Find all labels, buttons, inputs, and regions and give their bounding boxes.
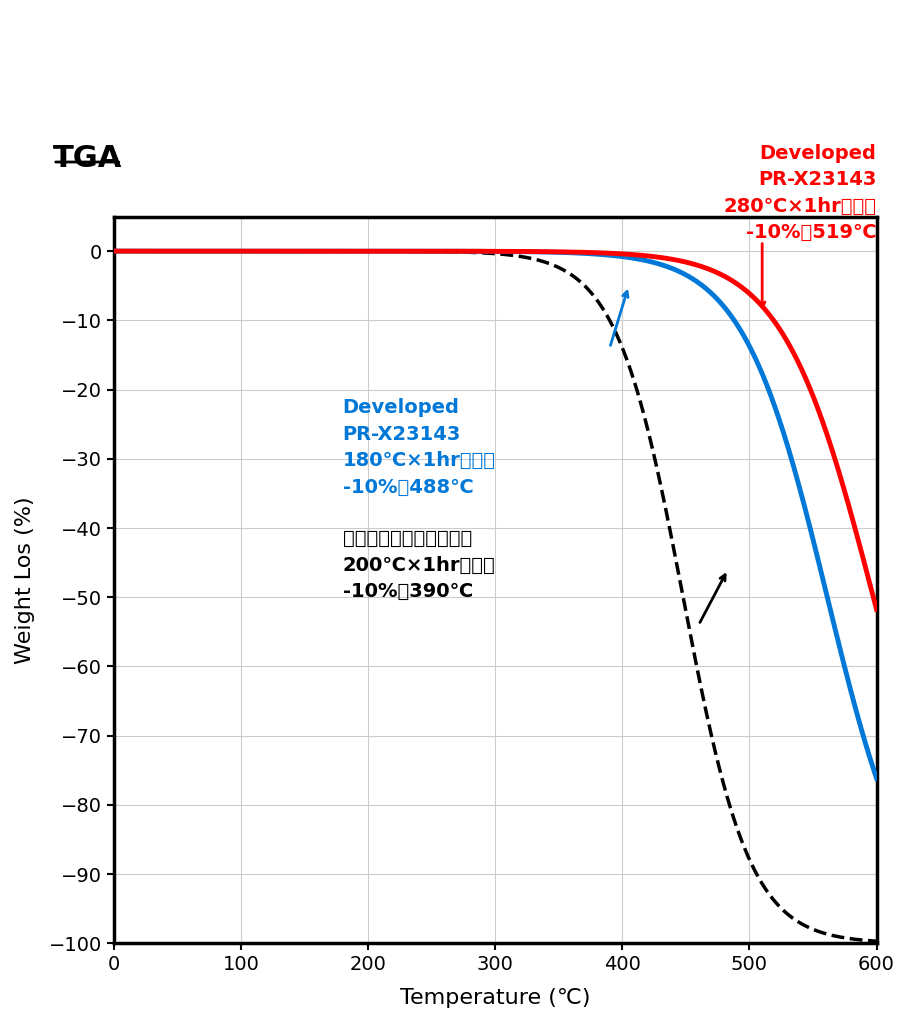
Text: 汎用フェノール樹脳粉末
200℃×1hr确化物
-10%：390℃: 汎用フェノール樹脳粉末 200℃×1hr确化物 -10%：390℃ bbox=[343, 529, 495, 602]
Y-axis label: Weight Los (%): Weight Los (%) bbox=[15, 496, 35, 664]
X-axis label: Temperature (℃): Temperature (℃) bbox=[400, 988, 591, 1008]
Text: TGA: TGA bbox=[53, 144, 122, 173]
Text: Developed
PR-X23143
180℃×1hr确化物
-10%：488℃: Developed PR-X23143 180℃×1hr确化物 -10%：488… bbox=[343, 398, 496, 497]
Text: Developed
PR-X23143
280℃×1hr确化物
-10%：519℃: Developed PR-X23143 280℃×1hr确化物 -10%：519… bbox=[723, 144, 876, 242]
